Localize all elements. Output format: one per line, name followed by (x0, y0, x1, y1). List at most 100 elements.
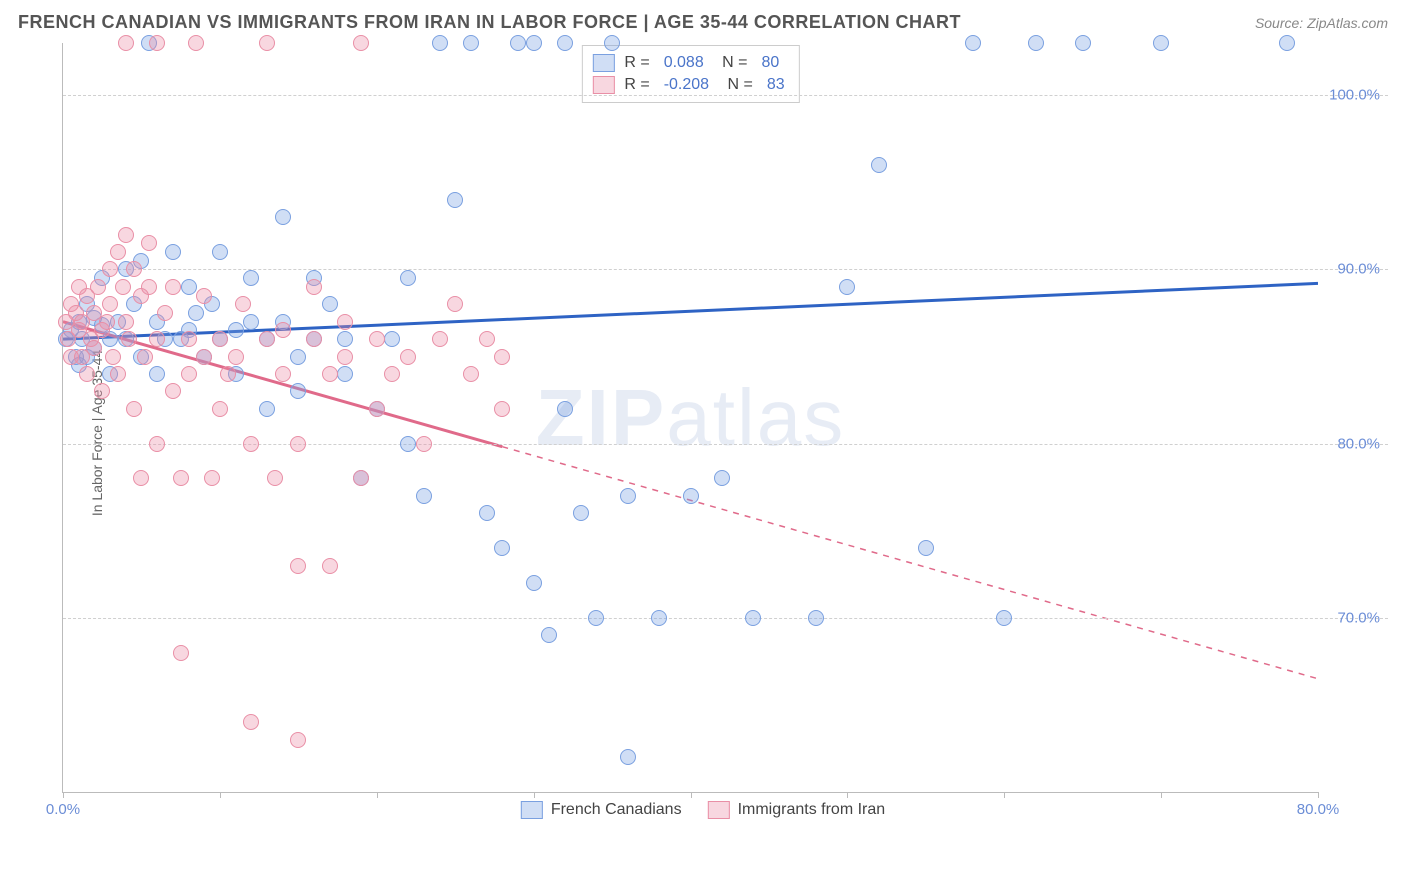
data-point (745, 610, 761, 626)
data-point (494, 401, 510, 417)
legend-r-value: -0.208 (664, 76, 709, 94)
data-point (996, 610, 1012, 626)
data-point (243, 436, 259, 452)
data-point (181, 331, 197, 347)
data-point (79, 366, 95, 382)
data-point (510, 35, 526, 51)
data-point (1075, 35, 1091, 51)
data-point (243, 714, 259, 730)
data-point (290, 436, 306, 452)
data-point (165, 383, 181, 399)
data-point (337, 331, 353, 347)
data-point (384, 366, 400, 382)
gridline (63, 95, 1388, 96)
data-point (322, 366, 338, 382)
legend-swatch (708, 801, 730, 819)
x-tick-label: 0.0% (46, 801, 80, 818)
data-point (149, 331, 165, 347)
data-point (118, 35, 134, 51)
data-point (573, 505, 589, 521)
data-point (259, 401, 275, 417)
data-point (267, 470, 283, 486)
data-point (494, 540, 510, 556)
data-point (157, 305, 173, 321)
legend-n-value: 83 (767, 76, 785, 94)
data-point (275, 366, 291, 382)
y-tick-label: 90.0% (1337, 261, 1380, 278)
data-point (322, 558, 338, 574)
legend-item: French Canadians (521, 801, 682, 819)
data-point (173, 470, 189, 486)
data-point (188, 305, 204, 321)
x-tick (63, 792, 64, 798)
data-point (259, 331, 275, 347)
data-point (337, 349, 353, 365)
data-point (188, 35, 204, 51)
data-point (149, 436, 165, 452)
chart-container: In Labor Force | Age 35-44 ZIPatlas R =0… (18, 43, 1388, 823)
data-point (126, 401, 142, 417)
data-point (337, 366, 353, 382)
data-point (369, 331, 385, 347)
chart-header: FRENCH CANADIAN VS IMMIGRANTS FROM IRAN … (0, 0, 1406, 39)
data-point (839, 279, 855, 295)
data-point (306, 279, 322, 295)
data-point (90, 279, 106, 295)
data-point (275, 322, 291, 338)
data-point (871, 157, 887, 173)
data-point (290, 349, 306, 365)
data-point (322, 296, 338, 312)
data-point (432, 331, 448, 347)
data-point (557, 35, 573, 51)
data-point (1028, 35, 1044, 51)
data-point (416, 436, 432, 452)
data-point (99, 314, 115, 330)
data-point (118, 227, 134, 243)
legend-label: French Canadians (551, 801, 682, 819)
legend-n-label: N = (718, 54, 748, 72)
data-point (306, 331, 322, 347)
data-point (243, 314, 259, 330)
data-point (447, 192, 463, 208)
data-point (290, 558, 306, 574)
data-point (918, 540, 934, 556)
legend-swatch (592, 76, 614, 94)
gridline (63, 618, 1388, 619)
data-point (196, 288, 212, 304)
data-point (416, 488, 432, 504)
data-point (141, 279, 157, 295)
trend-lines (63, 43, 1318, 792)
data-point (149, 35, 165, 51)
data-point (353, 470, 369, 486)
legend-r-value: 0.088 (664, 54, 704, 72)
data-point (337, 314, 353, 330)
data-point (141, 235, 157, 251)
data-point (447, 296, 463, 312)
data-point (479, 331, 495, 347)
data-point (526, 35, 542, 51)
y-tick-label: 70.0% (1337, 609, 1380, 626)
legend-row: R =-0.208 N =83 (592, 74, 788, 96)
data-point (212, 401, 228, 417)
x-tick-label: 80.0% (1297, 801, 1340, 818)
data-point (369, 401, 385, 417)
data-point (94, 383, 110, 399)
data-point (384, 331, 400, 347)
data-point (432, 35, 448, 51)
data-point (494, 349, 510, 365)
data-point (400, 436, 416, 452)
data-point (463, 366, 479, 382)
legend-n-value: 80 (762, 54, 780, 72)
data-point (228, 322, 244, 338)
data-point (137, 349, 153, 365)
legend-n-label: N = (723, 76, 753, 94)
data-point (290, 383, 306, 399)
data-point (243, 270, 259, 286)
data-point (149, 366, 165, 382)
plot-area: ZIPatlas R =0.088 N =80R =-0.208 N =83 7… (62, 43, 1318, 793)
data-point (212, 331, 228, 347)
gridline (63, 444, 1388, 445)
legend-r-label: R = (624, 54, 649, 72)
data-point (275, 209, 291, 225)
data-point (463, 35, 479, 51)
